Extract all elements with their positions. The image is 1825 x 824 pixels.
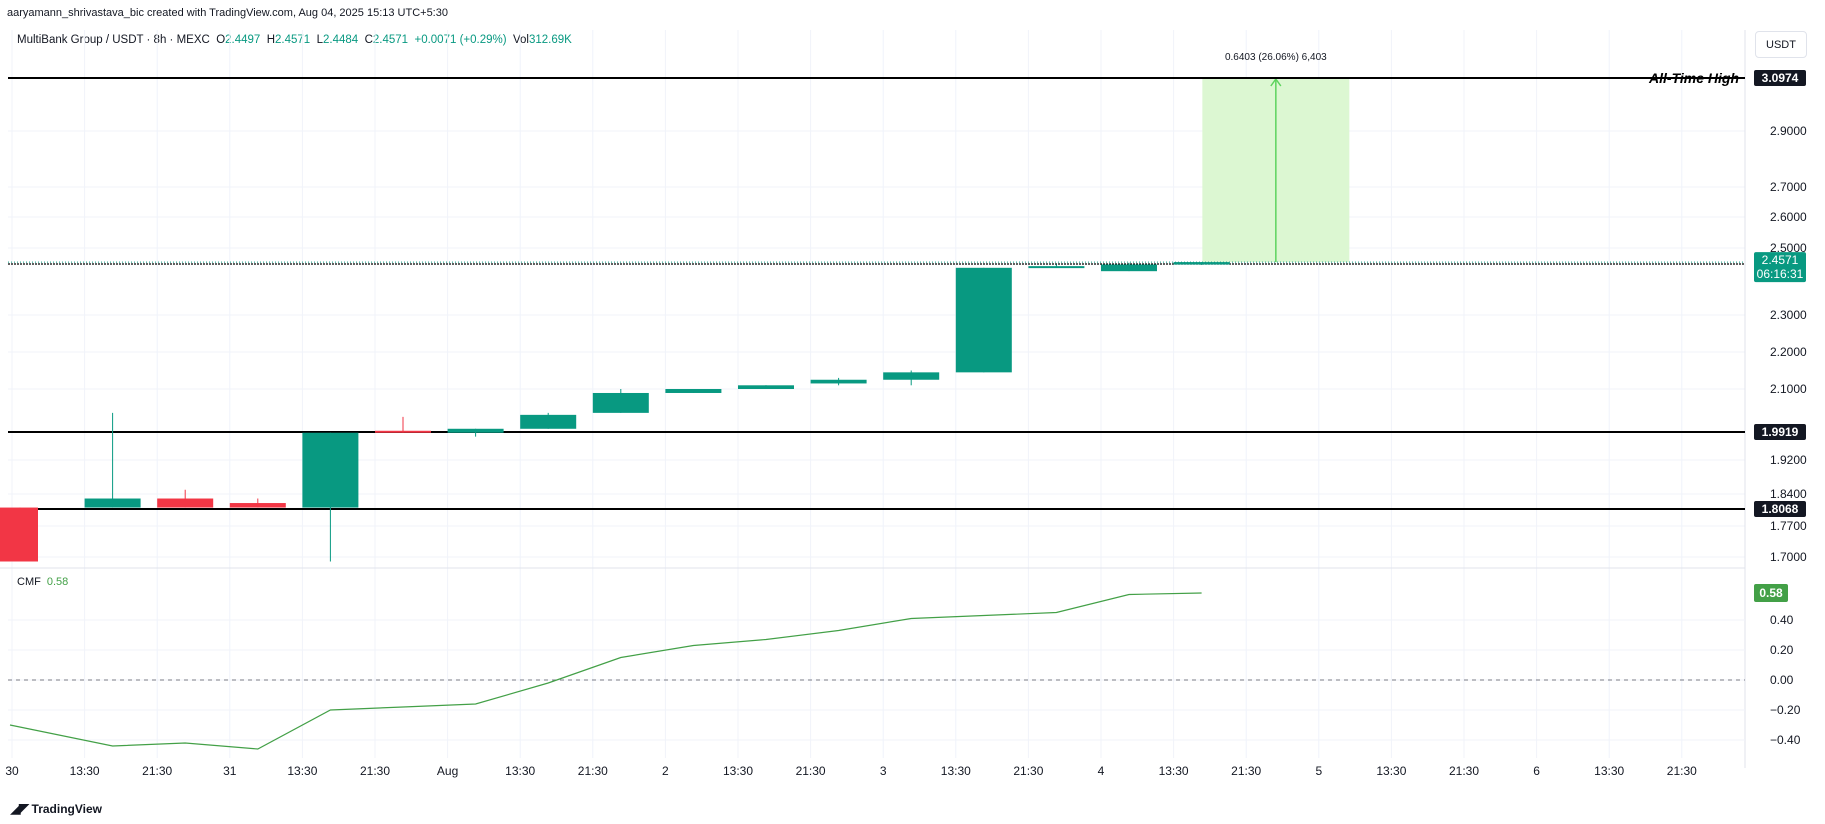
candle-body: [1028, 266, 1085, 269]
level-tag: [1754, 501, 1806, 517]
time-tick-label: 21:30: [1667, 764, 1697, 778]
time-tick-label: 30: [5, 764, 19, 778]
time-tick-label: 13:30: [287, 764, 317, 778]
candle-body: [447, 428, 504, 433]
level-tag-label: 1.8068: [1762, 502, 1799, 516]
price-tick-label: 2.9000: [1770, 124, 1807, 138]
price-tick-label: 1.8400: [1770, 487, 1807, 501]
price-layer: 0.6403 (26.06%) 6,403 All-Time High: [0, 52, 1745, 562]
candle-body: [1101, 264, 1157, 272]
time-tick-label: 31: [223, 764, 237, 778]
price-tick-label: 2.7000: [1770, 180, 1807, 194]
countdown-label: 06:16:31: [1757, 267, 1804, 281]
price-tick-label: 1.9200: [1770, 453, 1807, 467]
cmf-value-tag-label: 0.58: [1759, 586, 1783, 600]
symbol-name[interactable]: MultiBank Group / USDT · 8h · MEXC: [17, 34, 210, 46]
time-tick-label: 4: [1098, 764, 1105, 778]
candle-body: [738, 385, 794, 389]
projection-label: 0.6403 (26.06%) 6,403: [1225, 52, 1327, 63]
time-tick-label: Aug: [437, 764, 458, 778]
time-tick-label: 13:30: [723, 764, 753, 778]
time-tick-label: 13:30: [70, 764, 100, 778]
candle-body: [592, 392, 649, 413]
candle-body: [375, 430, 431, 433]
symbol-legend: MultiBank Group / USDT · 8h · MEXC O2.44…: [17, 34, 572, 46]
time-tick-label: 2: [662, 764, 669, 778]
cmf-layer: [8, 592, 1745, 750]
change-value: +0.0071 (+0.29%): [414, 34, 507, 46]
price-tick-label: 2.6000: [1770, 210, 1807, 224]
time-tick-label: 21:30: [360, 764, 390, 778]
candle-body: [955, 267, 1012, 373]
high-value: 2.4571: [275, 34, 311, 46]
price-tick-label: 2.5000: [1770, 241, 1807, 255]
cmf-line: [9, 592, 1202, 750]
cmf-title: CMF: [17, 576, 41, 588]
level-tag-label: 3.0974: [1762, 71, 1799, 85]
candle-body: [665, 389, 722, 393]
candle-body: [810, 379, 867, 384]
candle-body: [883, 372, 940, 380]
tradingview-logo-text: TradingView: [31, 801, 103, 816]
candle-body: [0, 507, 38, 562]
level-tag: [1754, 70, 1806, 86]
cmf-tick-label: 0.20: [1770, 643, 1794, 657]
axis-layer: 1.7000 1.7700 1.8400 1.9200 2.1000 2.2000 2.30…: [5, 70, 1807, 778]
currency-button[interactable]: USDT: [1755, 31, 1807, 58]
price-tick-label: 2.3000: [1770, 308, 1807, 322]
cmf-tick-label: −0.20: [1770, 703, 1801, 717]
close-value: 2.4571: [372, 34, 409, 46]
high-label: H: [266, 34, 276, 46]
candle-body: [84, 498, 141, 508]
time-tick-label: 6: [1533, 764, 1540, 778]
price-tick-label: 1.7000: [1770, 550, 1807, 564]
price-tick-label: 2.1000: [1770, 382, 1807, 396]
time-tick-label: 21:30: [142, 764, 172, 778]
open-label: O: [216, 34, 226, 46]
candle-body: [520, 414, 577, 429]
time-tick-label: 21:30: [1231, 764, 1261, 778]
attribution-text: aaryamann_shrivastava_bic created with T…: [7, 7, 448, 19]
candle-body: [1173, 262, 1230, 265]
time-tick-label: 13:30: [1594, 764, 1624, 778]
volume-label: Vol: [512, 34, 529, 46]
close-label: C: [364, 34, 373, 46]
price-tick-label: 2.2000: [1770, 345, 1807, 359]
tradingview-logo[interactable]: ◢◤ TradingView: [10, 800, 102, 817]
candle-body: [302, 432, 359, 508]
cmf-tick-label: 0.40: [1770, 613, 1794, 627]
low-label: L: [316, 34, 324, 46]
open-value: 2.4497: [225, 34, 261, 46]
current-price-label: 2.4571: [1762, 253, 1799, 267]
time-tick-label: 5: [1315, 764, 1322, 778]
time-tick-label: 13:30: [1159, 764, 1189, 778]
tradingview-logo-icon: ◢◤: [10, 800, 29, 816]
time-tick-label: 21:30: [1013, 764, 1043, 778]
cmf-value-tag: [1754, 584, 1788, 602]
volume-value: 312.69K: [528, 34, 572, 46]
cmf-value: 0.58: [46, 576, 69, 588]
time-tick-label: 21:30: [578, 764, 608, 778]
time-tick-label: 13:30: [941, 764, 971, 778]
level-tag-label: 1.9919: [1762, 425, 1799, 439]
grid-layer: [0, 30, 1746, 768]
level-tag: [1754, 424, 1806, 440]
time-tick-label: 21:30: [796, 764, 826, 778]
cmf-tick-label: −0.40: [1770, 733, 1801, 747]
time-tick-label: 13:30: [505, 764, 535, 778]
level-annotation: All-Time High: [1648, 70, 1739, 86]
cmf-tick-label: 0.00: [1770, 673, 1794, 687]
candle-body: [229, 503, 286, 508]
candle-body: [157, 498, 214, 508]
cmf-legend: CMF 0.58: [17, 576, 68, 588]
time-tick-label: 21:30: [1449, 764, 1479, 778]
price-tick-label: 1.7700: [1770, 519, 1807, 533]
time-tick-label: 13:30: [1376, 764, 1406, 778]
low-value: 2.4484: [323, 34, 359, 46]
current-price-tag: [1754, 252, 1806, 283]
time-tick-label: 3: [880, 764, 887, 778]
